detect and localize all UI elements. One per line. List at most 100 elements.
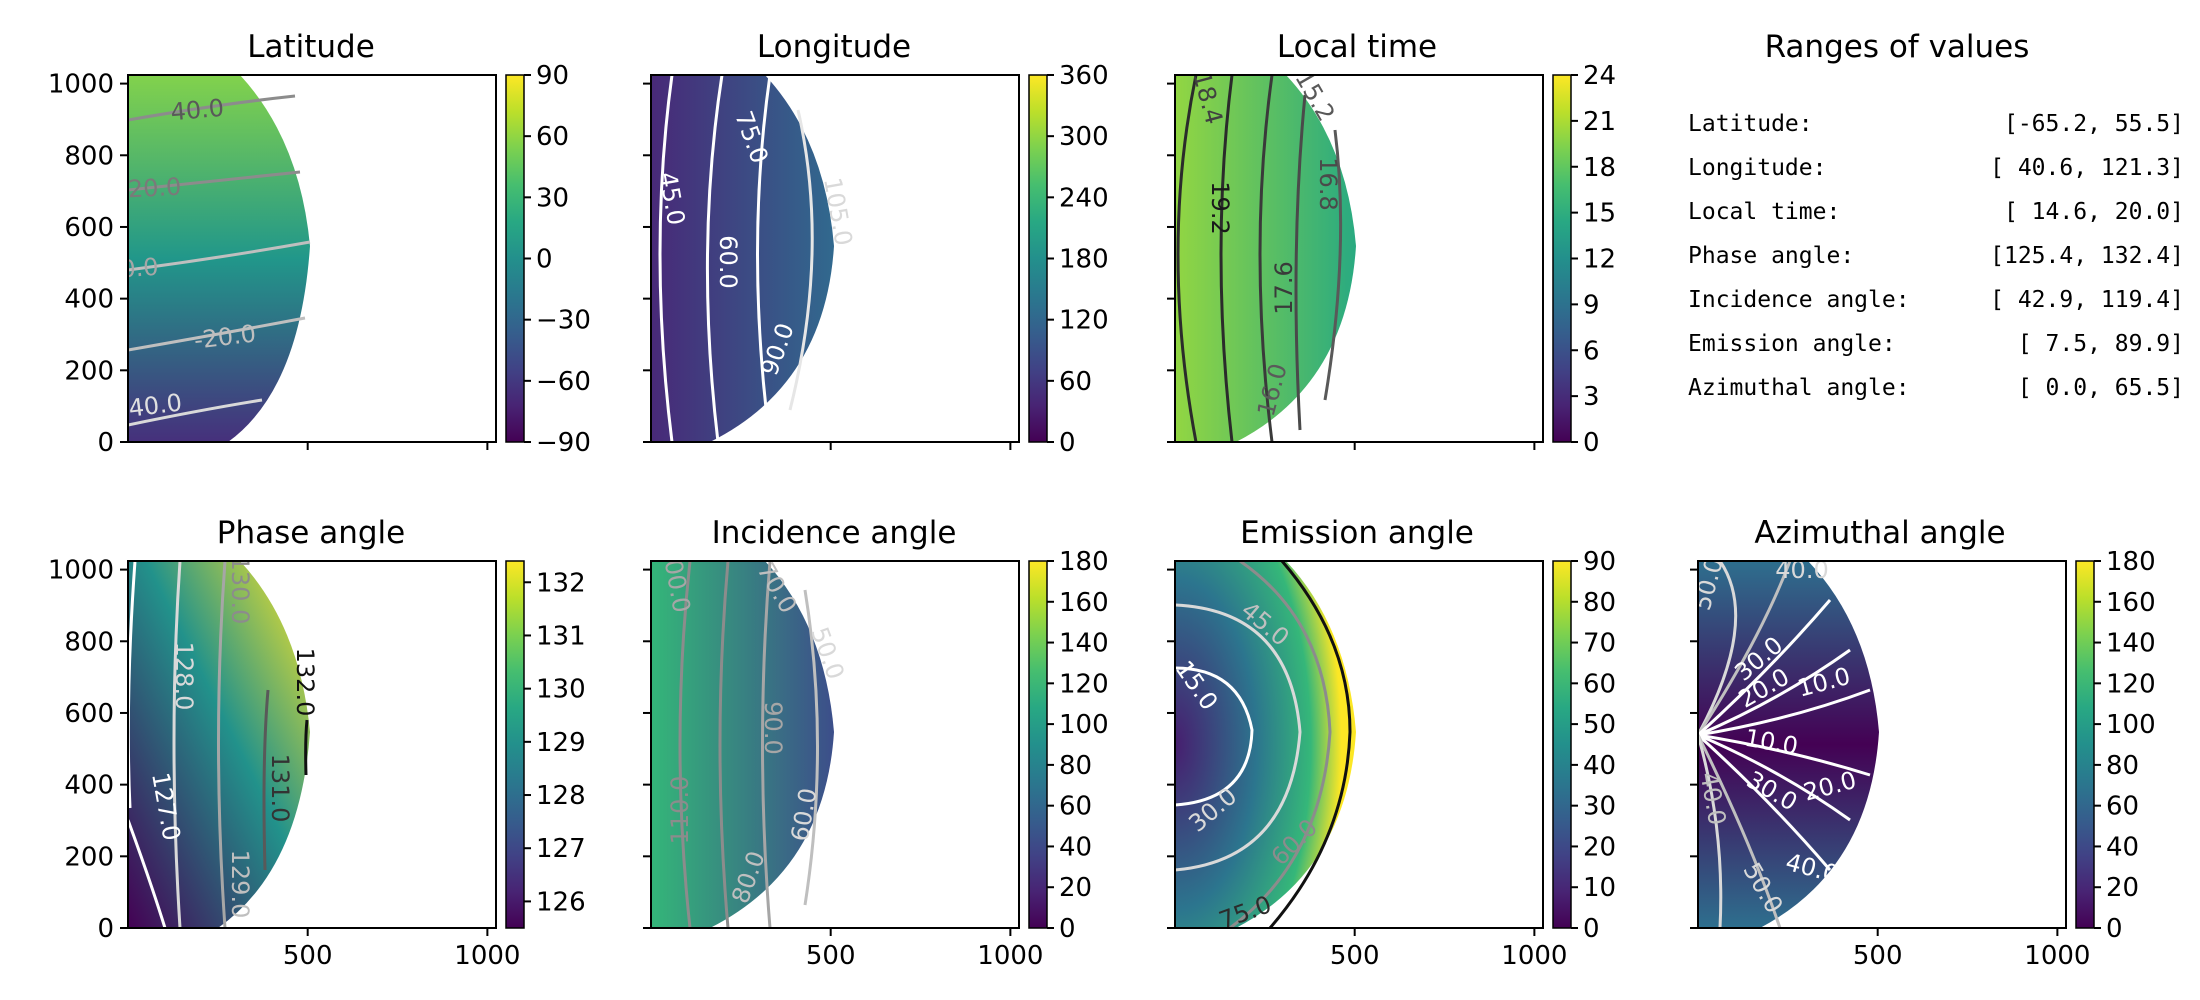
x-axis: 500 1000 [806, 928, 1043, 971]
colorbar-tick-label: 300 [1059, 122, 1109, 152]
colorbar: 180 160 140 120 100 80 60 40 20 0 [1028, 547, 1109, 944]
colorbar: 132 131 130 129 128 127 126 [505, 560, 586, 929]
contour-line [756, 75, 772, 442]
colorbar-tick-label: 100 [2106, 710, 2156, 740]
contour-line [705, 75, 724, 442]
axes-frame [650, 74, 1020, 443]
contour-label: 131.0 [266, 754, 294, 823]
colorbar-tick-label: 0 [1059, 914, 1076, 944]
colorbar-tick-label: 60 [536, 122, 569, 152]
contour-label: 17.6 [1270, 261, 1298, 314]
colorbar-tick-label: 90 [1583, 547, 1616, 577]
colorbar-tick-label: 120 [2106, 669, 2156, 699]
x-axis [829, 442, 1012, 450]
contour-line [718, 561, 730, 928]
contour-line [128, 398, 263, 427]
contour-line [1219, 75, 1234, 442]
colorbar-tick-label: 30 [536, 183, 569, 213]
y-tick-label: 0 [97, 914, 114, 944]
colorbar-tick-label: 80 [1059, 751, 1092, 781]
axes-frame [1697, 560, 2067, 929]
panel-latitude: Latitude 40.0 20.0 0.0 -20.0 -40.0 02004… [48, 29, 591, 458]
colorbar-frame [505, 560, 525, 929]
colorbar-tick-label: 140 [2106, 629, 2156, 659]
panel-longitude: Longitude 45.0 75.0 60.0 90.0 105.0 3603… [643, 29, 1109, 458]
axes-frame [127, 560, 497, 929]
y-tick-label: 800 [64, 627, 114, 657]
panel-local-time: Local time 18.4 15.2 19.2 16.8 17.6 16.0… [1167, 29, 1616, 458]
y-axis [1167, 568, 1175, 929]
contour-line [761, 561, 772, 928]
contour-line [128, 170, 301, 192]
colorbar-tick-label: 40 [1583, 751, 1616, 781]
colorbar-tick-label: 40 [1059, 832, 1092, 862]
panel-title: Azimuthal angle [1754, 515, 2005, 551]
x-axis [306, 442, 489, 450]
contour-label: 60.0 [714, 235, 742, 288]
range-row-name: Phase angle: [1688, 243, 1854, 269]
colorbar-tick-label: 50 [1583, 710, 1616, 740]
colorbar-gradient [506, 75, 524, 442]
contour-label: 20.0 [127, 173, 182, 204]
contour-label: 110.0 [666, 776, 694, 845]
disk-image [651, 561, 834, 928]
contour-line [1698, 733, 1851, 822]
colorbar-gradient [1553, 561, 1571, 928]
colorbar-tick-label: 20 [2106, 873, 2139, 903]
contour-line [1268, 561, 1352, 928]
axes-frame [650, 560, 1020, 929]
range-row-value: [-65.2, 55.5] [2004, 111, 2184, 137]
contour-line [262, 689, 270, 871]
y-tick-label: 400 [64, 285, 114, 315]
panel-title: Emission angle [1240, 515, 1474, 551]
colorbar-tick-label: 128 [536, 781, 586, 811]
colorbar-tick-label: 70 [1583, 629, 1616, 659]
colorbar-tick-label: 18 [1583, 153, 1616, 183]
contour-line [1698, 648, 1851, 737]
disk-image [1175, 75, 1356, 442]
range-row-name: Incidence angle: [1688, 287, 1910, 313]
y-tick-label: 200 [64, 356, 114, 386]
x-tick-label: 1000 [1501, 941, 1567, 971]
colorbar: 90 80 70 60 50 40 30 20 10 0 [1552, 547, 1616, 944]
colorbar-tick-label: −30 [536, 306, 591, 336]
colorbar-tick-label: 0 [1583, 914, 1600, 944]
x-tick-label: 1000 [977, 941, 1043, 971]
y-tick-label: 600 [64, 213, 114, 243]
contour-line [1258, 75, 1274, 442]
range-row-name: Azimuthal angle: [1688, 375, 1910, 401]
y-tick-label: 400 [64, 771, 114, 801]
colorbar-tick-label: 80 [1583, 588, 1616, 618]
contour-line [128, 240, 311, 272]
panel-incidence-angle: Incidence angle 100.0 70.0 50.0 90.0 110… [643, 515, 1109, 971]
panel-phase-angle: Phase angle 130.0 128.0 132.0 131.0 127.… [48, 515, 586, 971]
contour-line [1698, 734, 1723, 928]
colorbar-tick-label: 6 [1583, 336, 1600, 366]
colorbar: 180 160 140 120 100 80 60 40 20 0 [2075, 547, 2156, 944]
y-tick-label: 1000 [48, 70, 114, 100]
colorbar-gradient [506, 561, 524, 928]
colorbar-tick-label: 60 [1059, 792, 1092, 822]
contour-line [803, 589, 819, 906]
colorbar-tick-label: 80 [2106, 751, 2139, 781]
panel-title: Longitude [757, 29, 911, 65]
colorbar-tick-label: 180 [2106, 547, 2156, 577]
contour-line [1175, 666, 1254, 807]
contour-line [128, 94, 296, 122]
colorbar-tick-label: 0 [2106, 914, 2123, 944]
axes-frame [127, 74, 497, 443]
colorbar: 24 21 18 15 12 9 6 3 0 [1552, 61, 1616, 458]
colorbar-tick-label: 130 [536, 675, 586, 705]
x-axis: 500 1000 [1853, 928, 2090, 971]
colorbar-frame [1028, 560, 1048, 929]
contour-label: 90.0 [759, 701, 787, 754]
x-tick-label: 500 [806, 941, 856, 971]
colorbar-tick-label: 15 [1583, 199, 1616, 229]
panel-title: Local time [1277, 29, 1437, 65]
contour-line [128, 316, 306, 352]
colorbar-tick-label: 10 [1583, 873, 1616, 903]
x-axis: 500 1000 [283, 928, 520, 971]
x-axis [1353, 442, 1536, 450]
contour-line [217, 561, 227, 928]
